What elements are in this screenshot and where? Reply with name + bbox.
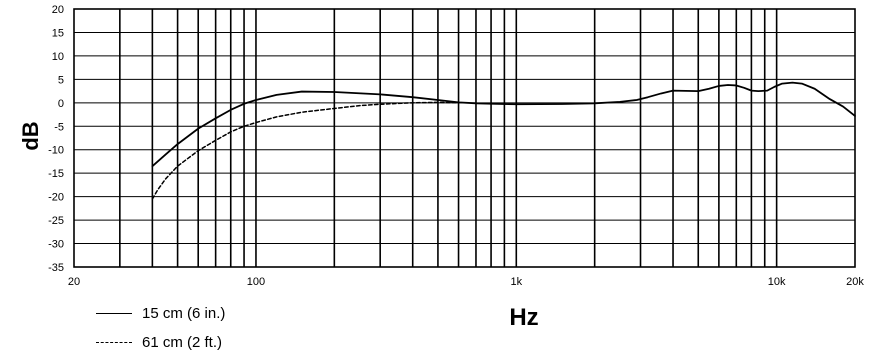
y-tick-label: -10 [48, 145, 64, 157]
plot-frame [73, 8, 856, 268]
y-tick-labels: 20 15 10 5 0 -5 -10 -15 -20 -25 -30 -35 [48, 4, 64, 274]
series-line-1 [151, 81, 856, 168]
legend-label-series-2: 61 cm (2 ft.) [142, 334, 223, 351]
vertical-gridlines [119, 9, 778, 267]
x-tick-label: 20k [846, 276, 864, 288]
legend-dashed-line-swatch [96, 342, 132, 343]
legend-entry-series-2: 61 cm (2 ft.) [96, 334, 222, 351]
legend-label-series-1: 15 cm (6 in.) [142, 305, 226, 322]
x-tick-label: 10k [768, 276, 786, 288]
y-tick-label: 20 [52, 4, 64, 16]
y-tick-label: 10 [52, 51, 64, 63]
y-tick-label: 15 [52, 27, 64, 39]
x-tick-label: 100 [247, 276, 265, 288]
y-tick-label: -25 [48, 215, 64, 227]
series-line-2 [151, 101, 460, 200]
y-tick-label: -5 [54, 121, 64, 133]
x-tick-labels: 20 100 1k 10k 20k [68, 276, 864, 288]
y-tick-label: -35 [48, 262, 64, 274]
y-axis-label: dB [18, 121, 43, 150]
x-tick-label: 1k [510, 276, 522, 288]
y-tick-label: -15 [48, 168, 64, 180]
legend-entry-series-1: 15 cm (6 in.) [96, 305, 225, 322]
x-tick-label: 20 [68, 276, 80, 288]
x-axis-label: Hz [509, 304, 538, 331]
legend-solid-line-swatch [96, 313, 132, 314]
y-tick-label: -20 [48, 192, 64, 204]
horizontal-gridlines [74, 8, 855, 268]
y-tick-label: -30 [48, 239, 64, 251]
series-layer [151, 81, 856, 200]
y-tick-label: 0 [58, 98, 64, 110]
y-tick-label: 5 [58, 74, 64, 86]
